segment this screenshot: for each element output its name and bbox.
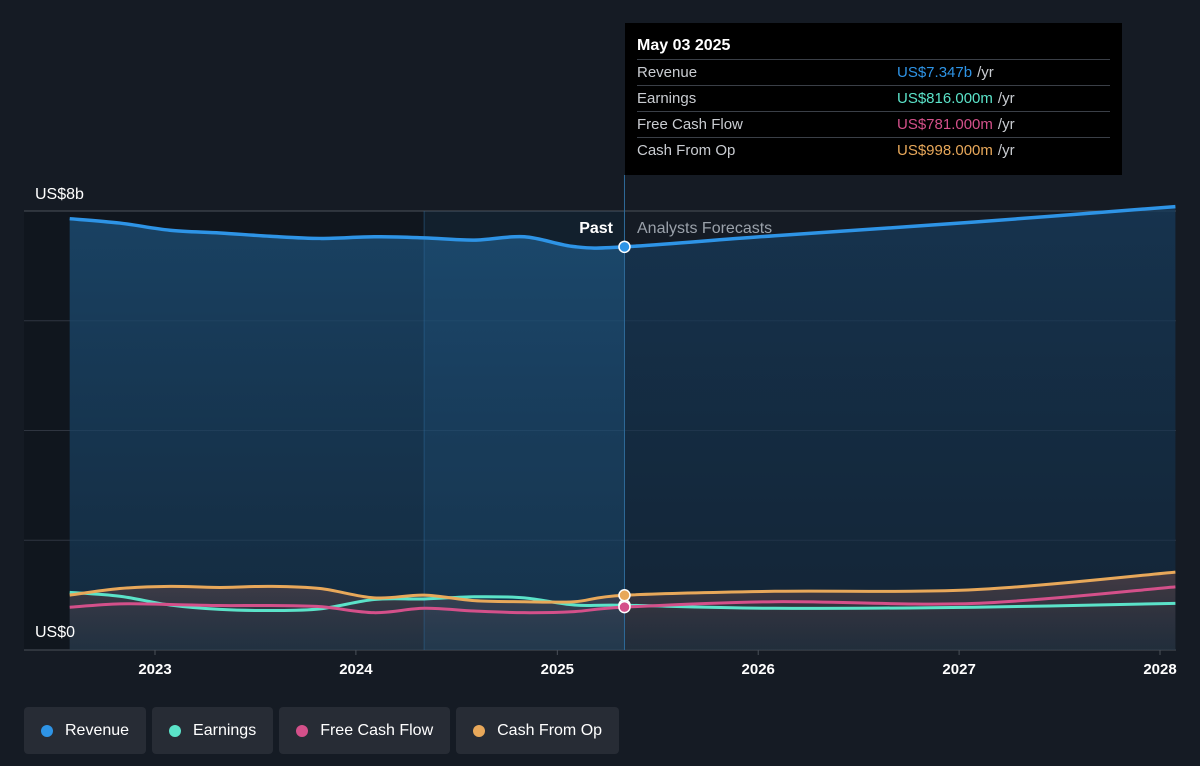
tooltip-label: Earnings [637, 90, 697, 107]
legend-dot-icon [41, 724, 53, 737]
x-tick-label: 2024 [339, 661, 373, 678]
legend-dot-icon [296, 724, 309, 737]
forecast-region-label: Analysts Forecasts [637, 220, 772, 237]
tooltip-date: May 03 2025 [637, 37, 731, 54]
legend-label: Cash From Op [497, 721, 603, 739]
legend-label: Revenue [65, 721, 130, 739]
series-line-earnings [69, 590, 1176, 613]
tooltip-value: US$816.000m [897, 90, 993, 107]
legend-label: Earnings [193, 721, 257, 739]
tooltip-label: Cash From Op [637, 142, 736, 159]
chart-area: 2023 2024 2025 2026 2027 2028 US$8b US$0 Past… [24, 175, 1177, 678]
tooltip-row-free-cash-flow: Free Cash Flow US$781.000m /yr [637, 111, 1110, 137]
tooltip-label: Revenue [637, 64, 698, 81]
tooltip-value: US$7.347b [897, 64, 973, 81]
y-axis-bottom-label: US$0 [35, 624, 75, 641]
tooltip-row-earnings: Earnings US$816.000m /yr [637, 85, 1110, 111]
revenue-area-past [69, 218, 625, 650]
legend-label: Free Cash Flow [320, 721, 434, 739]
x-tick-label: 2026 [742, 661, 775, 678]
legend-item-cash-from-op[interactable]: Cash From Op [456, 707, 620, 754]
x-tick-label: 2025 [541, 661, 574, 678]
tooltip-unit: /yr [977, 64, 994, 81]
tooltip-row-cash-from-op: Cash From Op US$998.000m /yr [637, 137, 1110, 163]
last-year-band [424, 211, 625, 650]
tooltip-value: US$781.000m [897, 116, 993, 133]
tooltip-unit: /yr [997, 116, 1015, 133]
legend-item-earnings[interactable]: Earnings [152, 707, 274, 754]
y-axis-top-label: US$8b [35, 186, 84, 203]
tooltip-value: US$998.000m [897, 142, 993, 159]
x-tick-label: 2027 [942, 661, 975, 678]
past-region-label: Past [579, 220, 613, 237]
legend-dot-icon [169, 724, 182, 737]
tooltip-unit: /yr [997, 90, 1015, 107]
series-line-cash-from-op [69, 570, 1176, 604]
tooltip-unit: /yr [997, 142, 1015, 159]
chart-legend: Revenue Earnings Free Cash Flow Cash Fro… [24, 707, 620, 754]
series-line-free-cash-flow [69, 585, 1176, 615]
tooltip-label: Free Cash Flow [637, 116, 743, 133]
tooltip-row-revenue: Revenue US$7.347b /yr [637, 59, 1110, 85]
x-tick-label: 2023 [138, 661, 171, 678]
legend-item-free-cash-flow[interactable]: Free Cash Flow [279, 707, 451, 754]
series-line-revenue [69, 204, 1176, 250]
legend-item-revenue[interactable]: Revenue [24, 707, 147, 754]
data-tooltip: May 03 2025 Revenue US$7.347b /yr Earnin… [625, 23, 1122, 175]
legend-dot-icon [473, 724, 486, 737]
data-point-marker [618, 588, 631, 602]
data-point-marker [618, 600, 631, 614]
x-tick-label: 2028 [1143, 661, 1176, 678]
revenue-area-forecast [624, 206, 1176, 650]
data-point-marker [618, 240, 631, 254]
